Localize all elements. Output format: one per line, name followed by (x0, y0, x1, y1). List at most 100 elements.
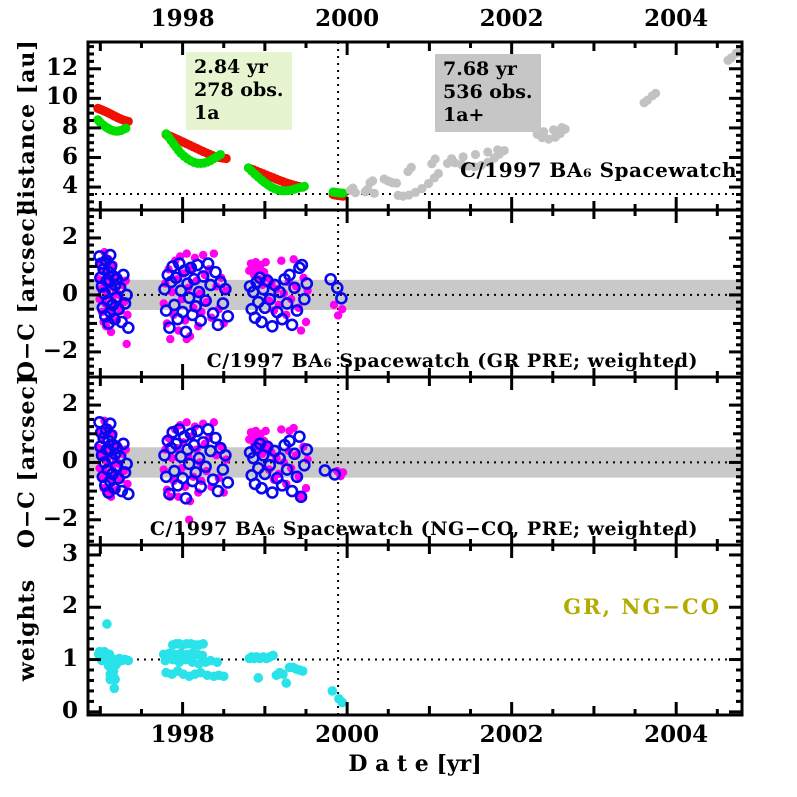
series-oc-ngco-open (93, 415, 342, 505)
stats-line: 7.68 yr (443, 58, 517, 80)
oc-gr-filled-point (182, 249, 191, 258)
post-perihelion-point (549, 125, 559, 135)
oc-ngco-open-point (283, 434, 296, 448)
y-tick-label: 10 (45, 83, 78, 111)
oc-gr-open-point (166, 260, 180, 273)
oc-gr-open-point (109, 291, 123, 305)
ticks (88, 545, 742, 715)
panel1-series-label: C/1997 BA₆ Spacewatch (460, 158, 737, 182)
weights-points-point (281, 678, 292, 688)
oc-gr-filled-point (277, 256, 286, 265)
oc-ngco-open-point (196, 436, 210, 449)
geocentric-pre-point (215, 149, 226, 160)
oc-ngco-filled-point (261, 426, 270, 436)
weights-points-point (218, 671, 229, 682)
y-tick-label: −2 (42, 504, 78, 532)
oc-gr-open-point (120, 288, 133, 302)
post-perihelion-point (651, 88, 661, 98)
oc-ngco-open-point (163, 487, 176, 501)
oc-ngco-open-point (263, 459, 277, 472)
oc-gr-open-point (295, 258, 309, 272)
panel-frame (86, 543, 744, 717)
oc-ngco-open-point (328, 468, 342, 481)
oc-gr-open-point (324, 272, 337, 286)
oc-ngco-open-point (174, 450, 188, 463)
stats-line: 536 obs. (443, 81, 533, 103)
post-perihelion-point (493, 145, 503, 155)
y-tick-label: 12 (45, 53, 78, 81)
weights-points-point (337, 697, 347, 708)
oc-ngco-open-point (253, 437, 267, 451)
oc-ngco-open-point (209, 431, 222, 445)
oc-ngco-open-point (199, 460, 212, 474)
oc-gr-open-point (206, 307, 220, 320)
y-tick-label: 8 (61, 112, 78, 140)
oc-ngco-open-point (201, 423, 215, 436)
oc-ngco-open-point (221, 476, 235, 489)
oc-gr-filled-point (261, 257, 270, 267)
oc-gr-open-point (209, 265, 222, 279)
y-tick-label: 0 (61, 279, 78, 307)
y-tick-label: 2 (61, 390, 78, 418)
panel4-model-label: GR, NG−CO (563, 594, 721, 619)
oc-ngco-open-point (255, 481, 268, 495)
oc-gr-filled-point (198, 250, 208, 260)
oc-gr-open-point (179, 325, 193, 339)
oc-gr-open-point (300, 277, 314, 290)
oc-ngco-open-point (285, 484, 299, 498)
x-tick-label-bottom: 2002 (479, 721, 544, 748)
post-perihelion-point (470, 149, 481, 160)
oc-gr-open-point (174, 284, 188, 297)
weights-points-point (268, 650, 278, 661)
post-perihelion-point (458, 152, 468, 162)
panel-oc-gr (86, 208, 744, 379)
oc-gr-filled-point (106, 327, 116, 337)
oc-ngco-open-point (109, 460, 123, 474)
oc-ngco-open-point (182, 457, 196, 471)
oc-gr-open-point (192, 285, 206, 299)
oc-ngco-filled-point (301, 484, 311, 493)
oc-gr-open-point (163, 321, 176, 334)
x-tick-label-bottom: 2004 (644, 721, 709, 748)
post-perihelion-point (483, 157, 493, 167)
series-oc-gr-open (93, 248, 348, 339)
weights-points-point (297, 666, 308, 676)
oc-gr-open-point (293, 261, 306, 275)
oc-gr-open-point (103, 248, 117, 262)
oc-gr-open-point (117, 268, 130, 282)
oc-gr-open-point (211, 318, 225, 332)
post-perihelion-point (430, 154, 440, 164)
panel-weights (86, 543, 744, 717)
oc-gr-open-point (182, 291, 196, 305)
oc-gr-open-point (219, 282, 232, 296)
oc-ngco-open-point (280, 463, 294, 476)
oc-ngco-open-point (166, 426, 180, 439)
oc-gr-open-point (285, 318, 299, 332)
oc-ngco-open-point (300, 443, 314, 456)
y-tick-label: 0 (61, 447, 78, 475)
oc-gr-open-point (275, 312, 289, 326)
oc-gr-open-point (122, 321, 135, 334)
series-weights-points (93, 619, 347, 708)
oc-gr-open-point (196, 270, 210, 283)
y-tick-label: 3 (61, 539, 78, 567)
oc-gr-open-point (273, 285, 286, 299)
oc-ngco-open-point (179, 491, 193, 505)
weights-points-point (123, 655, 134, 666)
oc-ngco-open-point (168, 464, 181, 478)
oc-ngco-open-point (219, 448, 232, 462)
oc-gr-open-point (288, 281, 301, 295)
oc-gr-open-point (221, 309, 235, 323)
geocentric-pre-point (121, 123, 131, 133)
geocentric-pre-point (338, 188, 348, 198)
x-tick-label-bottom: 2000 (315, 721, 380, 748)
oc-gr-filled-point (122, 339, 131, 349)
ticks (88, 210, 742, 377)
post-perihelion-point (368, 176, 378, 186)
oc-gr-filled-point (289, 255, 298, 264)
oc-gr-open-point (194, 314, 208, 327)
oc-ngco-open-point (273, 451, 286, 465)
oc-gr-filled-point (209, 249, 219, 258)
oc-gr-open-point (298, 292, 311, 306)
